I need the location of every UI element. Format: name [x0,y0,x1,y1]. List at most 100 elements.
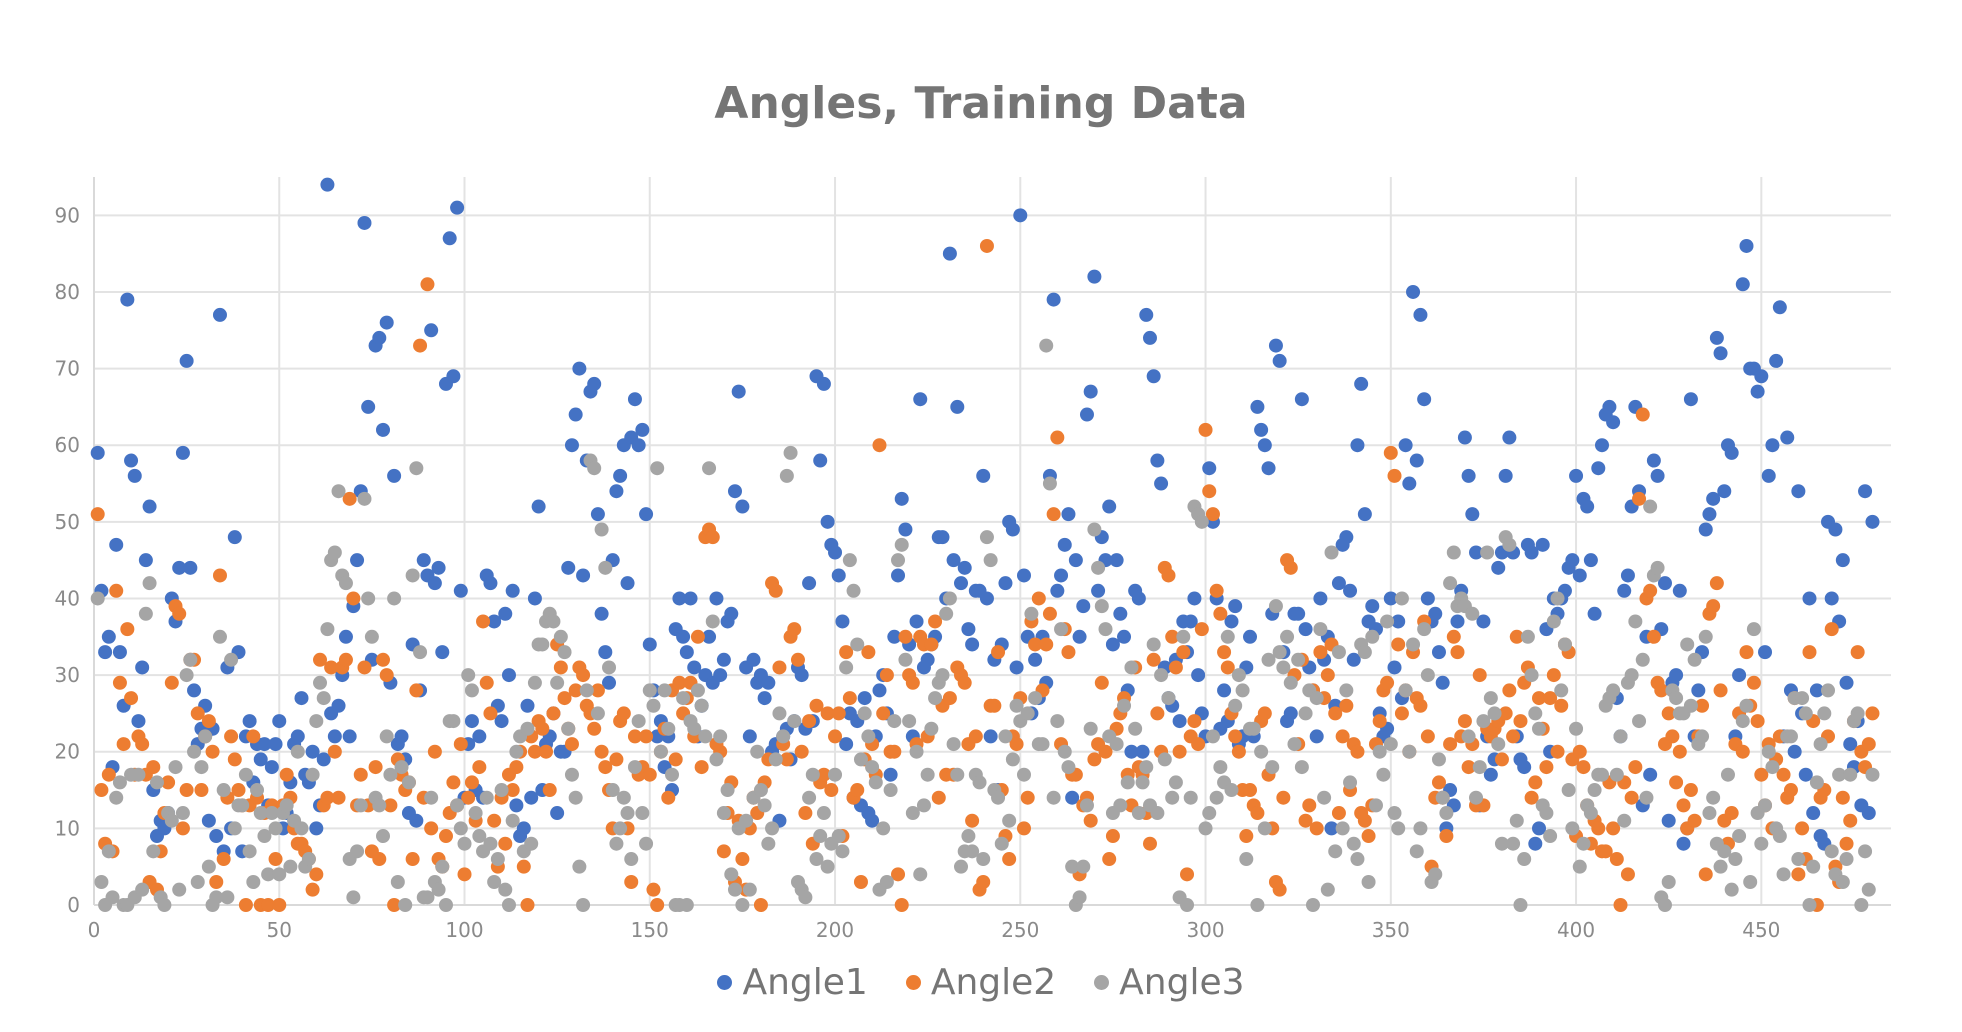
point-angle2 [1461,760,1476,775]
point-angle3 [1057,744,1072,759]
point-angle2 [1539,760,1554,775]
point-angle2 [1372,714,1387,729]
point-angle3 [1732,829,1747,844]
point-angle3 [1809,775,1824,790]
point-angle2 [1042,606,1057,621]
point-angle3 [1087,522,1102,537]
point-angle3 [190,875,205,890]
point-angle3 [839,660,854,675]
point-angle2 [438,829,453,844]
point-angle1 [564,438,579,453]
point-angle2 [1094,675,1109,690]
point-angle3 [301,852,316,867]
point-angle3 [1113,798,1128,813]
point-angle2 [1554,698,1569,713]
point-angle2 [227,752,242,767]
point-angle3 [887,714,902,729]
point-angle2 [1724,806,1739,821]
point-angle3 [1798,706,1813,721]
point-angle1 [1806,806,1821,821]
point-angle3 [983,553,998,568]
point-angle1 [1528,836,1543,851]
point-angle2 [1706,599,1721,614]
point-angle3 [394,760,409,775]
point-angle1 [1072,629,1087,644]
point-angle2 [1457,714,1472,729]
point-angle2 [1513,714,1528,729]
point-angle3 [813,829,828,844]
point-angle2 [535,721,550,736]
point-angle2 [1709,576,1724,591]
point-angle1 [872,683,887,698]
point-angle1 [361,399,376,414]
point-angle3 [1698,629,1713,644]
point-angle1 [961,622,976,637]
point-angle3 [650,461,665,476]
point-angle2 [1672,744,1687,759]
point-angle3 [1035,737,1050,752]
point-angle1 [112,645,127,660]
point-angle3 [1268,599,1283,614]
point-angle2 [1250,806,1265,821]
point-angle2 [716,844,731,859]
point-angle2 [861,645,876,660]
point-angle2 [1546,668,1561,683]
point-angle2 [965,813,980,828]
point-angle1 [387,468,402,483]
point-angle2 [646,882,661,897]
point-angle2 [1309,821,1324,836]
point-angle3 [1687,652,1702,667]
point-angle2 [479,675,494,690]
legend-item-angle3[interactable]: Angle3 [1094,962,1245,1003]
point-angle2 [405,852,420,867]
point-angle3 [1046,790,1061,805]
point-angle3 [750,744,765,759]
point-angle2 [1198,422,1213,437]
point-angle1 [1580,499,1595,514]
point-angle3 [861,729,876,744]
point-angle1 [1283,706,1298,721]
point-angle2 [379,668,394,683]
point-angle3 [928,691,943,706]
point-angle2 [1839,836,1854,851]
tick-labels: 0 10 20 30 40 50 60 70 80 90 0 50 100 150 200 250 300 350… [55,203,1781,942]
point-angle1 [1717,484,1732,499]
point-angle1 [416,553,431,568]
point-angle1 [1054,568,1069,583]
point-angle2 [1383,445,1398,460]
point-angle2 [201,714,216,729]
point-angle2 [1168,660,1183,675]
point-angle2 [894,898,909,912]
point-angle1 [1824,591,1839,606]
point-angle3 [653,744,668,759]
point-angle3 [1135,775,1150,790]
point-angle1 [1065,790,1080,805]
point-angle3 [1835,875,1850,890]
point-angle2 [809,698,824,713]
point-angle3 [501,898,516,912]
point-angle1 [602,675,617,690]
y-tick-label: 60 [55,433,80,457]
point-angle3 [346,890,361,905]
point-angle2 [1009,737,1024,752]
point-angle2 [661,790,676,805]
point-angle2 [1543,691,1558,706]
point-angle2 [457,867,472,882]
point-angle3 [909,744,924,759]
legend-item-angle1[interactable]: Angle1 [717,962,868,1003]
point-angle2 [1165,629,1180,644]
point-angle1 [1013,208,1028,223]
point-angle2 [594,744,609,759]
point-angle2 [516,859,531,874]
point-angle2 [598,760,613,775]
point-angle3 [1313,622,1328,637]
legend-item-angle2[interactable]: Angle2 [905,962,1056,1003]
point-angle3 [805,767,820,782]
point-angle3 [379,729,394,744]
point-angle3 [320,622,335,637]
point-angle1 [683,591,698,606]
point-angle2 [1328,706,1343,721]
point-angle3 [1183,790,1198,805]
point-angle2 [1698,867,1713,882]
point-angle1 [709,591,724,606]
